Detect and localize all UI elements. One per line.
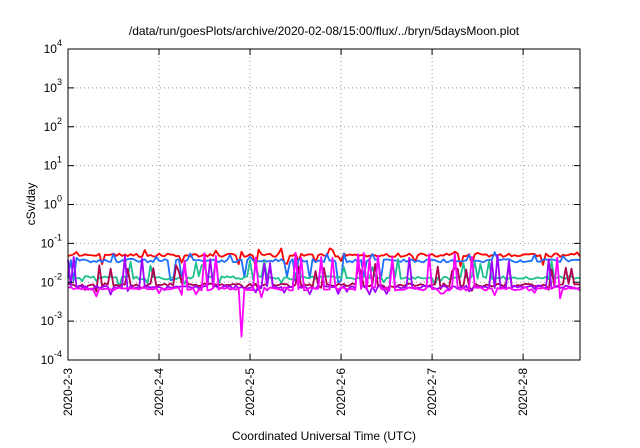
x-tick-label: 2020-2-6 [334, 368, 348, 416]
x-axis-label: Coordinated Universal Time (UTC) [232, 429, 416, 443]
x-tick-label: 2020-2-8 [516, 368, 530, 416]
x-tick-label: 2020-2-7 [425, 368, 439, 416]
chart-title: /data/run/goesPlots/archive/2020-02-08/1… [129, 24, 520, 38]
x-tick-label: 2020-2-5 [243, 368, 257, 416]
x-tick-label: 2020-2-3 [61, 368, 75, 416]
x-axis-ticks: 2020-2-3 2020-2-4 2020-2-5 2020-2-6 2020-2-7… [61, 49, 530, 416]
series-lines [67, 247, 581, 338]
x-tick-label: 2020-2-4 [152, 368, 166, 416]
series-line [67, 251, 581, 284]
series-line [67, 251, 581, 338]
y-axis-label: cSv/day [24, 183, 38, 226]
